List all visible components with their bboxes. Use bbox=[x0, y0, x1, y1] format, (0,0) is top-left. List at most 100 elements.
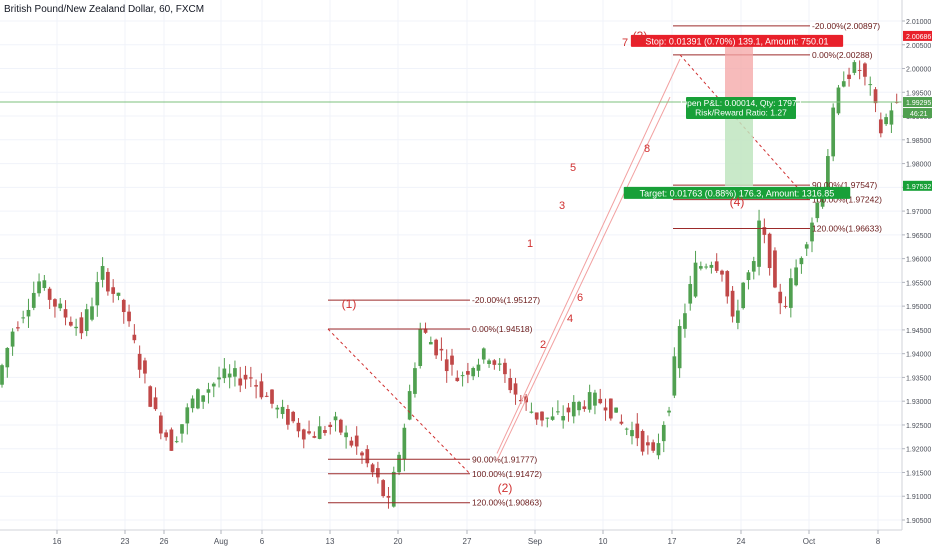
time-tick-label: Sep bbox=[528, 537, 543, 546]
candle-body bbox=[476, 364, 481, 371]
wave-label: (3) bbox=[633, 29, 648, 43]
candle-body bbox=[233, 368, 237, 377]
candle-body bbox=[804, 244, 809, 249]
price-tick-label: 1.98500 bbox=[906, 138, 931, 145]
fib-level-label: 100.00%(1.97242) bbox=[812, 195, 882, 205]
candle-body bbox=[376, 468, 380, 478]
target-price-tag-background bbox=[903, 180, 932, 191]
price-tick-label: 1.91000 bbox=[906, 494, 931, 501]
candle-body bbox=[190, 398, 195, 409]
price-tick-label: 1.96500 bbox=[906, 233, 931, 240]
candle-body bbox=[534, 412, 539, 420]
stop-price-tag: 2.00686 bbox=[903, 30, 932, 41]
candle-body bbox=[259, 381, 264, 398]
candle-body bbox=[423, 328, 428, 333]
candle-body bbox=[868, 84, 873, 86]
price-tick-label: 1.97000 bbox=[906, 209, 931, 216]
candle-body bbox=[296, 422, 301, 432]
fibonacci-retracements[interactable]: -20.00%(2.00897) 0.00%(2.00288) 90.00%(1.9… bbox=[328, 21, 882, 508]
candle-body bbox=[275, 407, 280, 410]
candle-body bbox=[587, 392, 592, 410]
candle-body bbox=[720, 270, 724, 275]
candle-body bbox=[688, 284, 693, 304]
candle-body bbox=[238, 378, 243, 386]
countdown-tag-background bbox=[903, 108, 932, 119]
candle-body bbox=[291, 411, 296, 422]
candle-body bbox=[413, 368, 417, 394]
price-axis[interactable]: 2.010002.005002.000001.995001.990001.985… bbox=[901, 0, 932, 550]
candle-body bbox=[116, 292, 121, 296]
candle-body bbox=[704, 266, 708, 268]
candle-body bbox=[0, 365, 4, 385]
candle-body bbox=[323, 430, 327, 433]
candle-body bbox=[714, 261, 719, 271]
time-tick-label: 16 bbox=[53, 537, 62, 546]
candle-body bbox=[349, 440, 354, 446]
wave-label: 1 bbox=[527, 238, 533, 250]
countdown-tag: 46:21 bbox=[903, 108, 932, 119]
candle-body bbox=[487, 360, 491, 364]
candle-body bbox=[270, 389, 274, 404]
candle-body bbox=[810, 222, 814, 242]
candle-body bbox=[74, 326, 78, 329]
candle-body bbox=[153, 397, 158, 410]
price-tick-label: 1.92000 bbox=[906, 447, 931, 454]
candle-body bbox=[127, 311, 131, 322]
candle-body bbox=[402, 427, 407, 460]
candle-body bbox=[286, 409, 290, 425]
wave-label: (2) bbox=[498, 481, 513, 495]
price-axis-background bbox=[902, 0, 932, 550]
candle-body bbox=[217, 377, 221, 380]
candle-body bbox=[746, 272, 751, 281]
candle-body bbox=[222, 368, 227, 379]
candle-body bbox=[593, 392, 597, 406]
short-position-tool[interactable]: Stop: 0.01391 (0.70%) 139.1, Amount: 750… bbox=[0, 34, 902, 199]
risk-reward-text: Risk/Reward Ratio: 1.27 bbox=[695, 108, 787, 118]
time-tick-label: 8 bbox=[876, 537, 881, 546]
wave-label: 3 bbox=[559, 200, 565, 212]
candle-body bbox=[185, 407, 190, 424]
target-price-tag: 1.97532 bbox=[903, 180, 932, 191]
stop-badge: Stop: 0.01391 (0.70%) 139.1, Amount: 750… bbox=[630, 34, 844, 47]
candle-body bbox=[471, 368, 476, 377]
fib-level-label: -20.00%(2.00897) bbox=[812, 21, 880, 31]
candle-body bbox=[847, 74, 851, 80]
target-badge-text: Target: 0.01763 (0.88%) 176.3, Amount: 1… bbox=[640, 188, 835, 198]
candles bbox=[0, 60, 899, 509]
target-badge-background bbox=[623, 186, 851, 199]
price-tick-label: 1.93500 bbox=[906, 375, 931, 382]
candle-body bbox=[508, 378, 513, 391]
elliott-wave-labels: (1) (2) (3) (4) 1 2 3 4 5 6 7 8 bbox=[342, 29, 745, 495]
candle-body bbox=[497, 363, 502, 365]
candle-body bbox=[640, 430, 645, 452]
candle-body bbox=[58, 303, 63, 309]
trend-channel-lower bbox=[496, 96, 671, 461]
candle-body bbox=[365, 449, 370, 464]
candle-body bbox=[614, 407, 618, 413]
candle-body bbox=[741, 282, 746, 309]
price-tick-label: 1.95500 bbox=[906, 280, 931, 287]
candle-body bbox=[608, 398, 613, 419]
candle-body bbox=[164, 432, 168, 438]
candle-body bbox=[31, 292, 36, 308]
candle-body bbox=[328, 424, 333, 428]
time-tick-label: Oct bbox=[803, 537, 816, 546]
price-tick-label: 1.90500 bbox=[906, 518, 931, 525]
candle-body bbox=[693, 262, 698, 297]
candle-body bbox=[836, 87, 841, 114]
time-axis[interactable]: 16 23 26 Aug 6 13 20 27 Sep 10 17 24 Oct 8 bbox=[0, 529, 902, 546]
candle-body bbox=[370, 464, 375, 473]
countdown-tag-label: 46:21 bbox=[910, 111, 928, 118]
price-tick-label: 1.91500 bbox=[906, 470, 931, 477]
candle-body bbox=[280, 406, 285, 415]
candle-body bbox=[100, 266, 105, 280]
candle-body bbox=[307, 431, 311, 434]
candle-body bbox=[418, 329, 423, 366]
candle-body bbox=[169, 429, 174, 451]
candle-body bbox=[820, 194, 825, 207]
candle-body bbox=[211, 383, 216, 387]
candle-body bbox=[174, 441, 179, 443]
time-tick-label: 24 bbox=[737, 537, 746, 546]
price-tick-label: 2.01000 bbox=[906, 19, 931, 26]
